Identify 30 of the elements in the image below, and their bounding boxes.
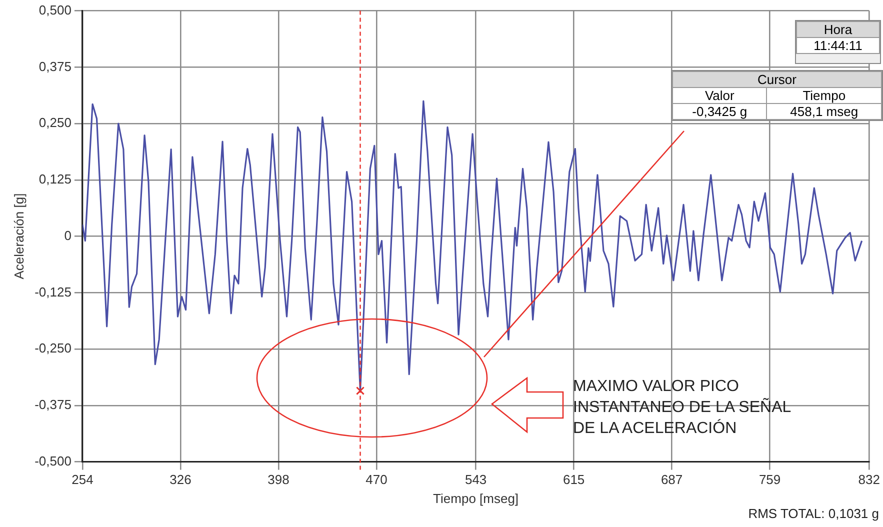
y-tick-label: -0,375: [34, 397, 72, 412]
x-tick-label: 615: [562, 472, 585, 488]
y-tick-label: 0,250: [38, 115, 72, 130]
annotation: Hora: [796, 22, 880, 38]
y-tick-label: -0,125: [34, 284, 72, 300]
y-axis-title: Aceleración [g]: [11, 193, 26, 280]
x-tick-label: 470: [366, 472, 388, 488]
annotation: 458,1 mseg: [766, 104, 882, 120]
text: RMS TOTAL: 0,1031 g: [748, 506, 879, 521]
clock-panel: Hora 11:44:11: [795, 20, 881, 64]
x-tick-label: 687: [660, 472, 683, 488]
annotation: 11:44:11: [796, 38, 880, 54]
annotation: -0,3425 g: [672, 104, 767, 120]
x-tick-label: 832: [858, 472, 880, 488]
y-tick-label: -0,250: [34, 340, 72, 356]
y-tick-label: 0,375: [38, 58, 72, 74]
x-tick-label: 398: [268, 472, 290, 488]
x-tick-label: 759: [758, 472, 781, 488]
y-tick-label: 0,125: [38, 172, 72, 187]
y-tick-label: 0,500: [38, 2, 72, 18]
x-tick-label: 543: [464, 472, 487, 488]
y-tick-label: 0: [64, 228, 72, 243]
annotation: Tiempo: [766, 88, 882, 104]
x-tick-label: 326: [170, 472, 192, 488]
annotation: Cursor: [672, 72, 882, 88]
x-tick-label: 254: [72, 472, 94, 488]
x-axis-title: Tiempo [mseg]: [433, 490, 519, 506]
annotation: Valor: [672, 88, 767, 104]
y-tick-label: -0,500: [34, 453, 72, 468]
annotation: MAXIMO VALOR PICO INSTANTANEO DE LA SEÑAL DE LA ACELERACIÓN: [573, 377, 792, 439]
